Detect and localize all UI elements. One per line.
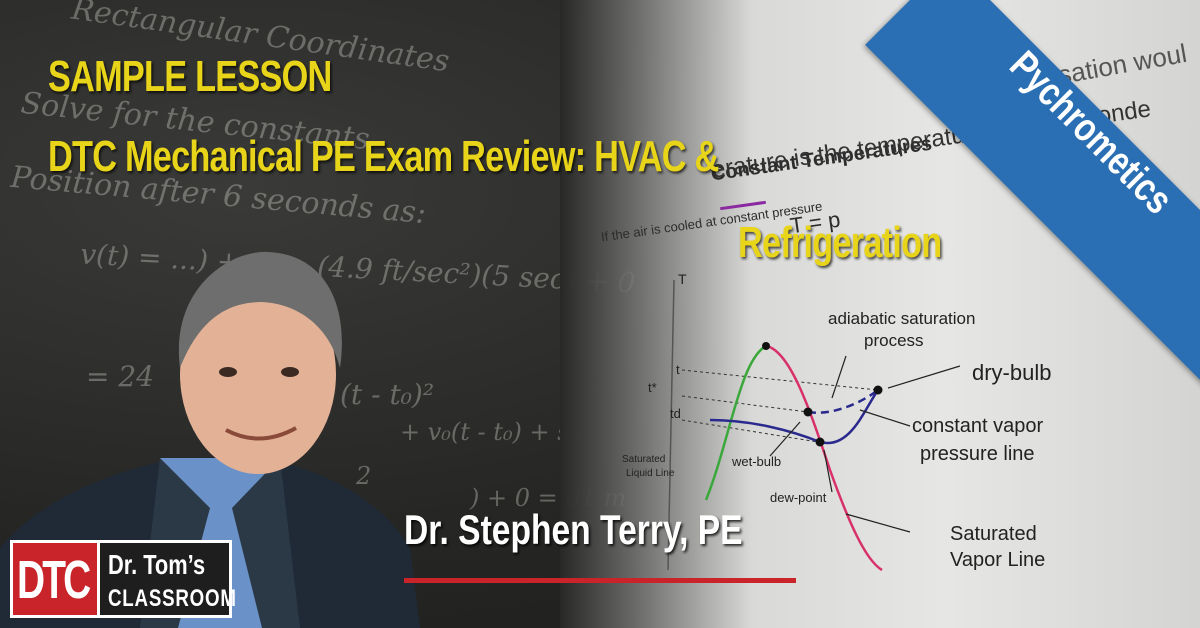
logo-line-1: Dr. Tom’s <box>108 549 206 580</box>
chalk-line: 2 <box>356 462 372 490</box>
smile <box>225 426 297 441</box>
critical-point <box>762 342 770 350</box>
label-dew-point: dew-point <box>770 490 827 505</box>
constant-vapor-pressure-line <box>709 389 880 445</box>
presenter-name: Dr. Stephen Terry, PE <box>404 506 743 553</box>
pointer-line <box>859 409 911 427</box>
chalk-line: = 24 <box>86 360 154 393</box>
logo-line-2: CLASSROOM <box>108 585 237 612</box>
dashed-line <box>681 395 809 413</box>
logo-wordmark-box: Dr. Tom’s CLASSROOM <box>100 540 236 618</box>
label-wet-bulb: wet-bulb <box>731 454 781 469</box>
dashed-line <box>681 369 879 391</box>
label-process: process <box>864 331 924 350</box>
dew-point-marker <box>815 437 825 447</box>
pointer-line <box>831 355 847 399</box>
presenter-face <box>180 274 336 474</box>
title-block: SAMPLE LESSON <box>48 52 412 102</box>
tick-td: td <box>670 406 681 421</box>
tick-tstar: t* <box>648 380 657 395</box>
label-liquid-line: Liquid Line <box>626 468 675 479</box>
saturated-vapor-line <box>765 344 883 572</box>
diagram-axis <box>667 279 675 571</box>
tick-t: t <box>676 362 680 377</box>
logo-mark: DTC <box>17 550 91 610</box>
label-vapor-line: Vapor Line <box>950 549 1045 571</box>
lapel-right <box>232 458 300 628</box>
psychrometric-diagram: T t t* td adiabatic saturation process d… <box>622 271 1051 572</box>
axis-label: T <box>678 271 687 287</box>
label-adiabatic: adiabatic saturation <box>828 309 975 328</box>
chalk-line: (t - t₀)² <box>340 378 435 411</box>
lesson-tag: SAMPLE LESSON <box>48 52 332 101</box>
label-dry-bulb: dry-bulb <box>972 360 1051 385</box>
eye-left <box>219 367 237 377</box>
lesson-title: DTC Mechanical PE Exam Review: HVAC & <box>48 132 719 181</box>
dashed-line <box>681 419 819 443</box>
presenter-hair <box>178 251 342 368</box>
wet-bulb-point <box>803 407 813 417</box>
chalk-line: + v₀(t - t₀) + s₀ <box>400 418 580 446</box>
dtc-logo: DTC Dr. Tom’s CLASSROOM <box>10 540 236 618</box>
lesson-title-continued: Refrigeration <box>738 218 942 267</box>
adiabatic-saturation-path <box>807 389 879 415</box>
eye-right <box>281 367 299 377</box>
pointer-line <box>823 449 833 493</box>
name-underline <box>404 578 796 583</box>
label-constant-vapor: constant vapor <box>912 415 1044 437</box>
dry-bulb-point <box>873 385 883 395</box>
pointer-line <box>769 421 801 457</box>
pointer-line <box>845 513 911 533</box>
label-saturated: Saturated <box>950 523 1037 545</box>
logo-mark-box: DTC <box>10 540 100 618</box>
pointer-line <box>887 365 961 389</box>
label-saturated-liquid: Saturated <box>622 454 665 465</box>
label-pressure-line: pressure line <box>920 443 1035 465</box>
saturated-liquid-line <box>704 344 767 501</box>
